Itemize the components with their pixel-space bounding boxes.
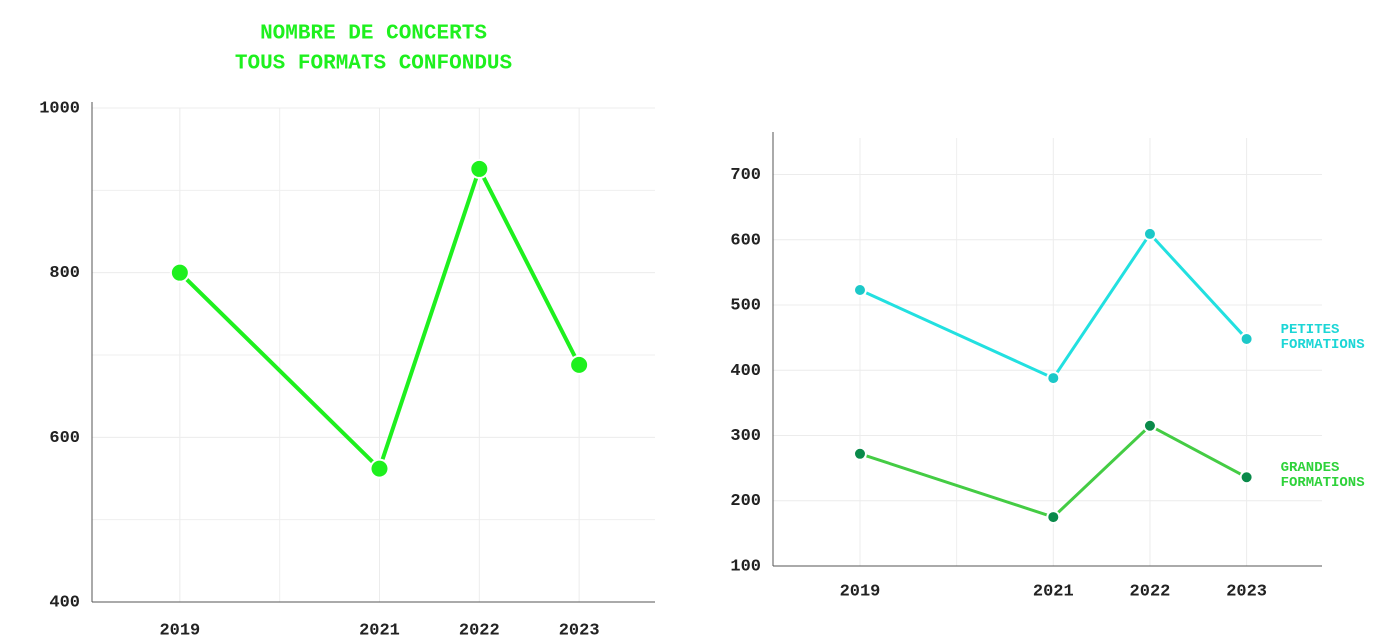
point [569,354,590,375]
x-tick-label: 2023 [1226,582,1267,601]
x-tick-label: 2023 [559,621,600,638]
series-line [859,423,1248,519]
y-tick-label: 200 [730,492,761,511]
y-tick-label: 700 [730,166,761,185]
x-tick-label: 2019 [840,582,881,601]
y-tick-label: 600 [49,429,80,448]
x-tick-label: 2022 [1130,582,1171,601]
y-tick-label: 1000 [39,99,80,118]
x-tick-label: 2021 [1033,582,1074,601]
point [1239,331,1254,346]
point [1142,418,1157,433]
x-tick-label: 2019 [159,621,200,638]
point [1239,470,1254,485]
y-tick-label: 600 [730,231,761,250]
y-tick-label: 400 [730,362,761,381]
point [852,446,867,461]
chart-title: TOUS FORMATS CONFONDUS [235,53,512,76]
series-label: PETITES FORMATIONS [1280,321,1365,353]
chart-title: NOMBRE DE CONCERTS [260,23,487,46]
series-line [178,163,581,473]
y-tick-label: 500 [730,297,761,316]
point [1142,226,1157,241]
x-tick-label: 2022 [459,621,500,638]
x-tick-label: 2021 [359,621,400,638]
point [1046,371,1061,386]
point [469,158,490,179]
y-tick-label: 400 [49,593,80,612]
point [852,283,867,298]
point [169,262,190,283]
series-label: GRANDES FORMATIONS [1280,460,1365,492]
y-tick-label: 800 [49,264,80,283]
y-tick-label: 100 [730,557,761,576]
y-tick-label: 300 [730,427,761,446]
series-line [859,231,1248,380]
point [1046,510,1061,525]
point [369,458,390,479]
